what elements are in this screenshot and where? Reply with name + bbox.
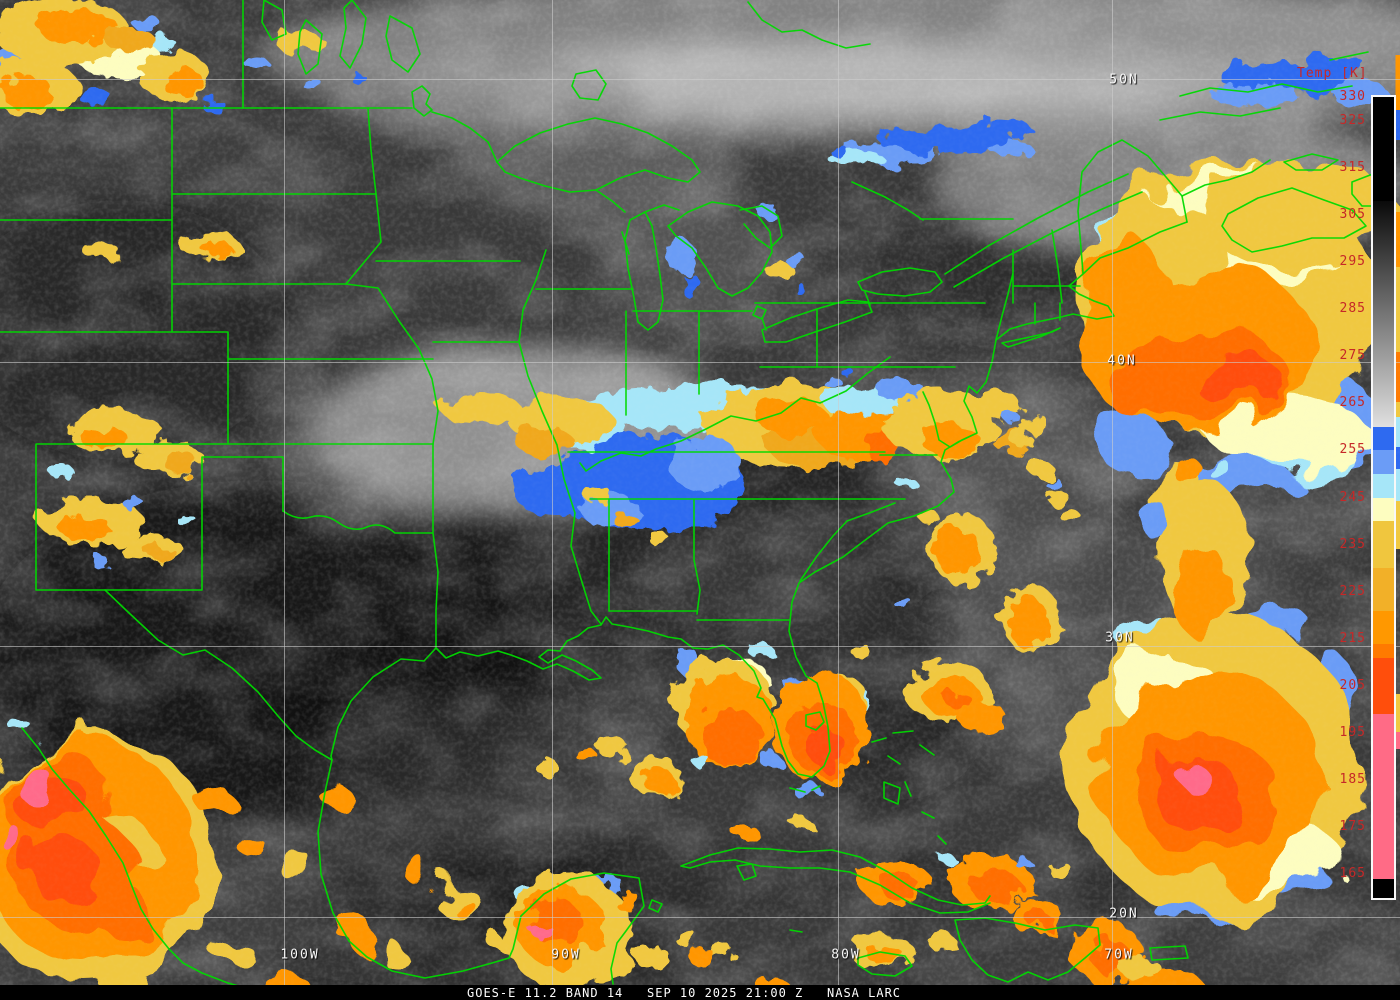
colorbar-tick-235: 235 bbox=[1339, 536, 1366, 552]
boundaries-islands bbox=[680, 730, 1189, 983]
boundaries-east-coast bbox=[435, 221, 1188, 793]
colorbar-segment-245-240 bbox=[1373, 497, 1394, 522]
colorbar-tick-215: 215 bbox=[1339, 630, 1366, 646]
colorbar-tick-295: 295 bbox=[1339, 253, 1366, 269]
boundaries-mexico bbox=[21, 727, 663, 985]
colorbar-tick-315: 315 bbox=[1339, 159, 1366, 175]
colorbar-segment-240-230 bbox=[1373, 521, 1394, 569]
boundaries-west-states bbox=[0, 85, 434, 591]
colorbar-segment-308-260 bbox=[1373, 200, 1394, 428]
colorbar-segment-211-199 bbox=[1373, 657, 1394, 715]
colorbar-tick-225: 225 bbox=[1339, 583, 1366, 599]
colorbar-tick-325: 325 bbox=[1339, 112, 1366, 128]
caption-instrument: GOES-E 11.2 BAND 14 bbox=[467, 986, 624, 1000]
colorbar-tick-185: 185 bbox=[1339, 772, 1366, 788]
colorbar-tick-305: 305 bbox=[1339, 206, 1366, 222]
temperature-colorbar bbox=[1371, 95, 1396, 900]
colorbar-segment-199-164 bbox=[1373, 714, 1394, 880]
boundaries-great-lakes bbox=[496, 117, 943, 343]
colorbar-segment-230-221 bbox=[1373, 568, 1394, 612]
colorbar-segment-330-308 bbox=[1373, 97, 1394, 202]
boundaries-texas bbox=[104, 443, 439, 761]
colorbar-tick-255: 255 bbox=[1339, 442, 1366, 458]
colorbar-tick-265: 265 bbox=[1339, 395, 1366, 411]
colorbar-tick-195: 195 bbox=[1339, 725, 1366, 741]
colorbar-segment-260-255 bbox=[1373, 426, 1394, 451]
colorbar-tick-175: 175 bbox=[1339, 819, 1366, 835]
colorbar-tick-285: 285 bbox=[1339, 301, 1366, 317]
colorbar-tick-330: 330 bbox=[1339, 89, 1366, 104]
boundaries-midwest bbox=[345, 107, 938, 625]
caption-credit: NASA LARC bbox=[827, 986, 902, 1000]
colorbar-segment-255-250 bbox=[1373, 450, 1394, 475]
colorbar-tick-205: 205 bbox=[1339, 677, 1366, 693]
colorbar-tick-275: 275 bbox=[1339, 348, 1366, 364]
colorbar-segment-164-160 bbox=[1373, 879, 1394, 899]
boundaries-canada-lakes bbox=[242, 0, 871, 163]
caption-datetime: SEP 10 2025 21:00 Z bbox=[647, 986, 804, 1000]
colorbar-tick-165: 165 bbox=[1339, 866, 1366, 882]
colorbar-segment-250-245 bbox=[1373, 473, 1394, 498]
colorbar-tick-245: 245 bbox=[1339, 489, 1366, 505]
colorbar-segment-214-211 bbox=[1373, 643, 1394, 659]
colorbar-title: Temp [K] bbox=[1297, 66, 1368, 81]
colorbar-segment-221-214 bbox=[1373, 610, 1394, 645]
caption-bar: GOES-E 11.2 BAND 14 SEP 10 2025 21:00 Z … bbox=[0, 985, 1400, 1000]
